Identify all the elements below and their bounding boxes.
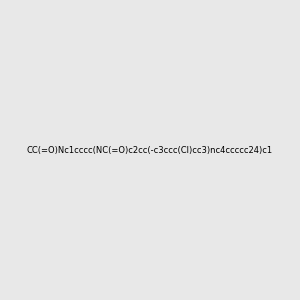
Text: CC(=O)Nc1cccc(NC(=O)c2cc(-c3ccc(Cl)cc3)nc4ccccc24)c1: CC(=O)Nc1cccc(NC(=O)c2cc(-c3ccc(Cl)cc3)n… [27, 146, 273, 154]
